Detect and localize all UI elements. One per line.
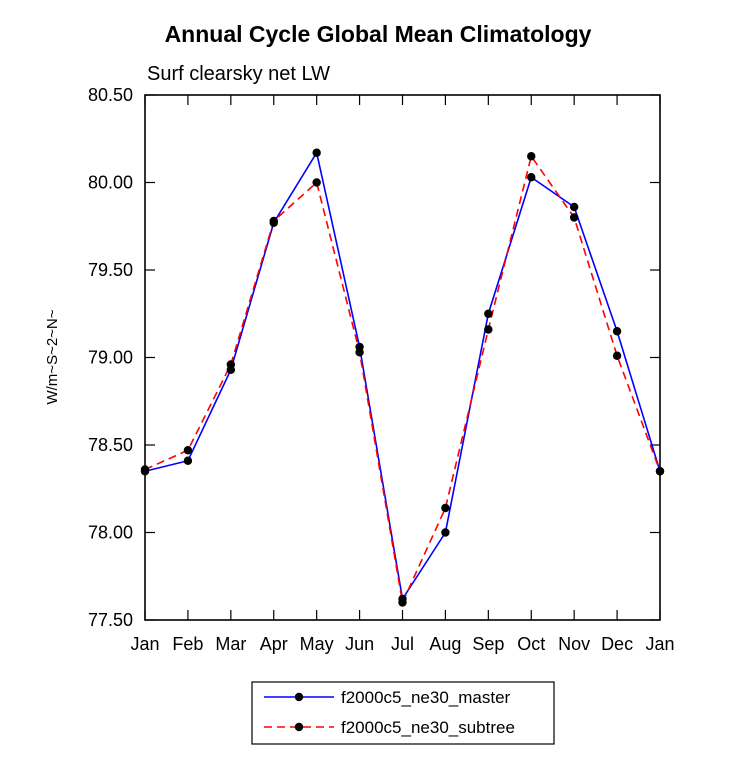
data-point-series-1 [527,152,536,161]
y-tick-label: 79.50 [88,260,133,280]
y-tick-label: 78.00 [88,523,133,543]
x-tick-label: Mar [215,634,246,654]
legend-box [251,681,555,745]
x-tick-label: Nov [558,634,590,654]
data-point-series-0 [441,528,450,537]
x-tick-label: Apr [260,634,288,654]
legend-label-master: f2000c5_ne30_master [341,688,511,707]
x-tick-label: Aug [429,634,461,654]
data-point-series-1 [484,325,493,334]
data-point-series-0 [569,202,579,212]
series-line-1 [144,154,661,606]
x-tick-label: Oct [517,634,545,654]
x-tick-label: May [300,634,334,654]
data-point-series-1 [269,216,278,226]
x-tick-label: Jan [130,634,159,654]
data-point-series-0 [612,327,622,336]
data-point-series-1 [183,446,193,455]
y-tick-label: 80.50 [88,85,133,105]
x-tick-label: Jun [345,634,374,654]
data-point-series-1 [441,503,450,513]
data-point-series-1 [655,467,665,476]
x-tick-label: Jul [391,634,414,654]
y-tick-label: 78.50 [88,435,133,455]
y-tick-label: 79.00 [88,348,133,368]
data-point-series-1 [612,351,622,360]
y-tick-label: 80.00 [88,173,133,193]
x-tick-label: Feb [172,634,203,654]
axis-frame [144,94,661,621]
chart-title: Annual Cycle Global Mean Climatology [165,21,592,47]
legend: f2000c5_ne30_master f2000c5_ne30_subtree [251,681,555,745]
y-tick-label: 77.50 [88,610,133,630]
legend-marker-subtree [294,722,304,732]
series-line-0 [144,150,661,602]
data-point-series-0 [527,173,536,182]
data-point-series-0 [484,309,493,318]
legend-label-subtree: f2000c5_ne30_subtree [341,718,515,737]
data-point-series-1 [226,360,236,369]
data-point-series-0 [312,148,321,157]
data-point-series-0 [183,456,193,465]
data-point-series-1 [569,213,579,222]
x-tick-label: Dec [601,634,633,654]
x-tick-label: Jan [645,634,674,654]
data-point-series-1 [398,598,407,607]
data-point-series-1 [140,465,150,474]
data-point-series-1 [312,178,321,187]
data-point-series-1 [355,348,364,357]
legend-marker-master [294,692,304,702]
y-axis-label: W/m~S~2~N~ [44,309,61,404]
chart-subtitle: Surf clearsky net LW [147,63,330,85]
plot-area: Jan Feb Mar Apr May Jun Jul Aug Sep Oct Nov Dec Jan 7… [88,85,675,654]
x-tick-label: Sep [472,634,504,654]
